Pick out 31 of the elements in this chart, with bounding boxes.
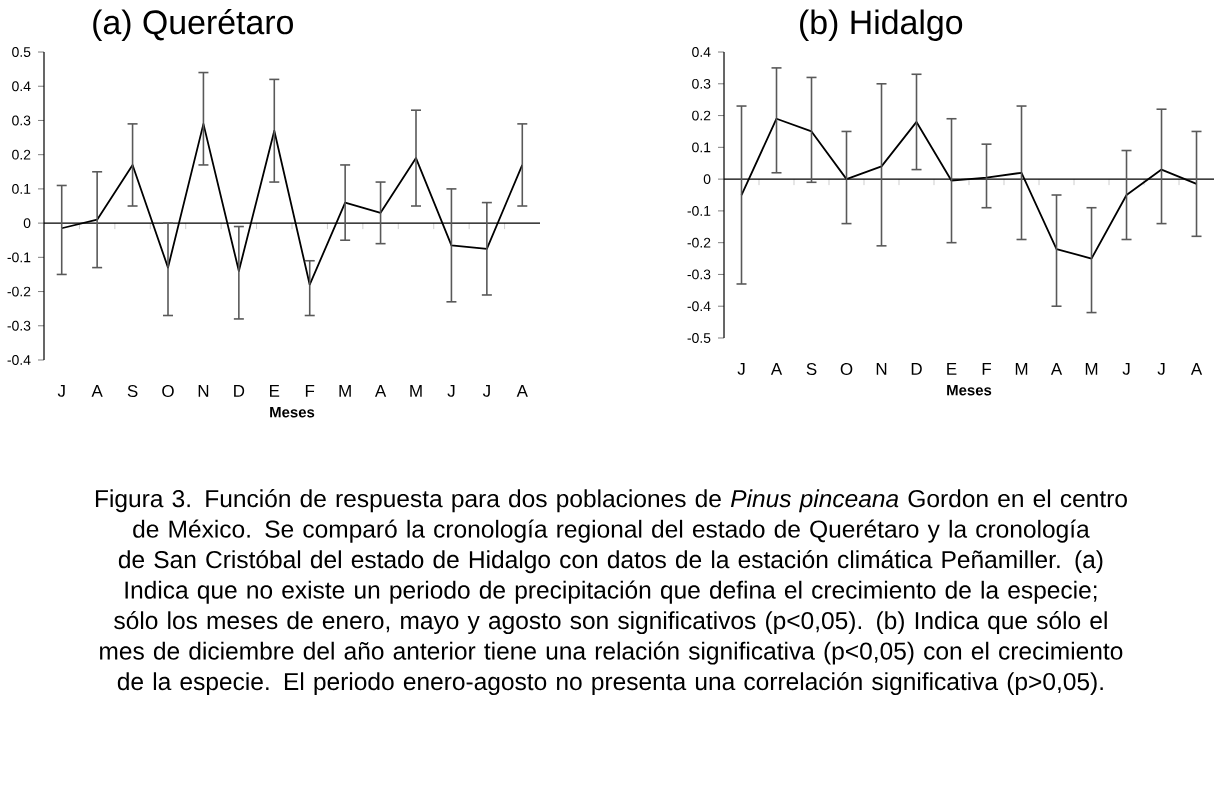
x-tick-label: M — [1015, 363, 1028, 375]
x-tick-label: A — [1190, 363, 1203, 375]
x-tick-label: J — [1157, 363, 1165, 375]
x-tick-label: A — [1050, 363, 1063, 375]
x-tick-label: J — [57, 385, 65, 397]
x-tick-label: F — [982, 363, 991, 375]
chart-title: (b) Hidalgo — [800, 9, 963, 42]
x-tick-label: J — [447, 385, 455, 397]
x-tick-label: O — [162, 385, 174, 398]
x-tick-label: S — [806, 363, 817, 376]
x-tick-label: O — [840, 363, 853, 376]
x-tick-label: D — [911, 363, 922, 375]
x-tick-label: J — [1122, 363, 1130, 375]
x-tick-label: E — [947, 363, 957, 375]
x-tick-label: M — [339, 385, 351, 397]
x-tick-label: J — [482, 385, 490, 397]
x-tick-label: M — [1085, 363, 1098, 375]
x-tick-label: A — [374, 385, 387, 397]
x-tick-label: J — [737, 363, 745, 375]
text: Figura 3. Función de respuesta para dos poblaciones de Pinus pinceana Gordon en el centro de México. Se comparó la cronología regional del estado de Querétaro y la cronología de San Cristóbal del estado de Hidalgo con datos de la estación climática Peñamiller. (a) Indica que no existe un periodo de precipitación que defina el crecimiento de la especie; sólo los meses de enero, mayo y agosto son significativos (p<0,05). (b) Indica que sólo el mes de diciembre del año anterior tiene una relación significativa (p<0,05) con el crecimiento de la especie. El periodo enero-agosto no presenta una correlación significativa (p>0,05). — [95, 489, 1127, 696]
x-tick-label: F — [305, 385, 315, 397]
x-tick-label: A — [770, 363, 783, 375]
x-tick-label: A — [91, 385, 103, 397]
chart-title: (a) Querétaro — [93, 9, 293, 42]
x-tick-label: S — [127, 385, 138, 398]
x-tick-label: D — [234, 385, 245, 397]
x-tick-label: A — [516, 385, 528, 397]
x-tick-label: N — [876, 363, 887, 375]
x-tick-label: N — [198, 385, 209, 397]
x-tick-label: E — [270, 385, 280, 397]
x-tick-label: M — [410, 385, 422, 397]
